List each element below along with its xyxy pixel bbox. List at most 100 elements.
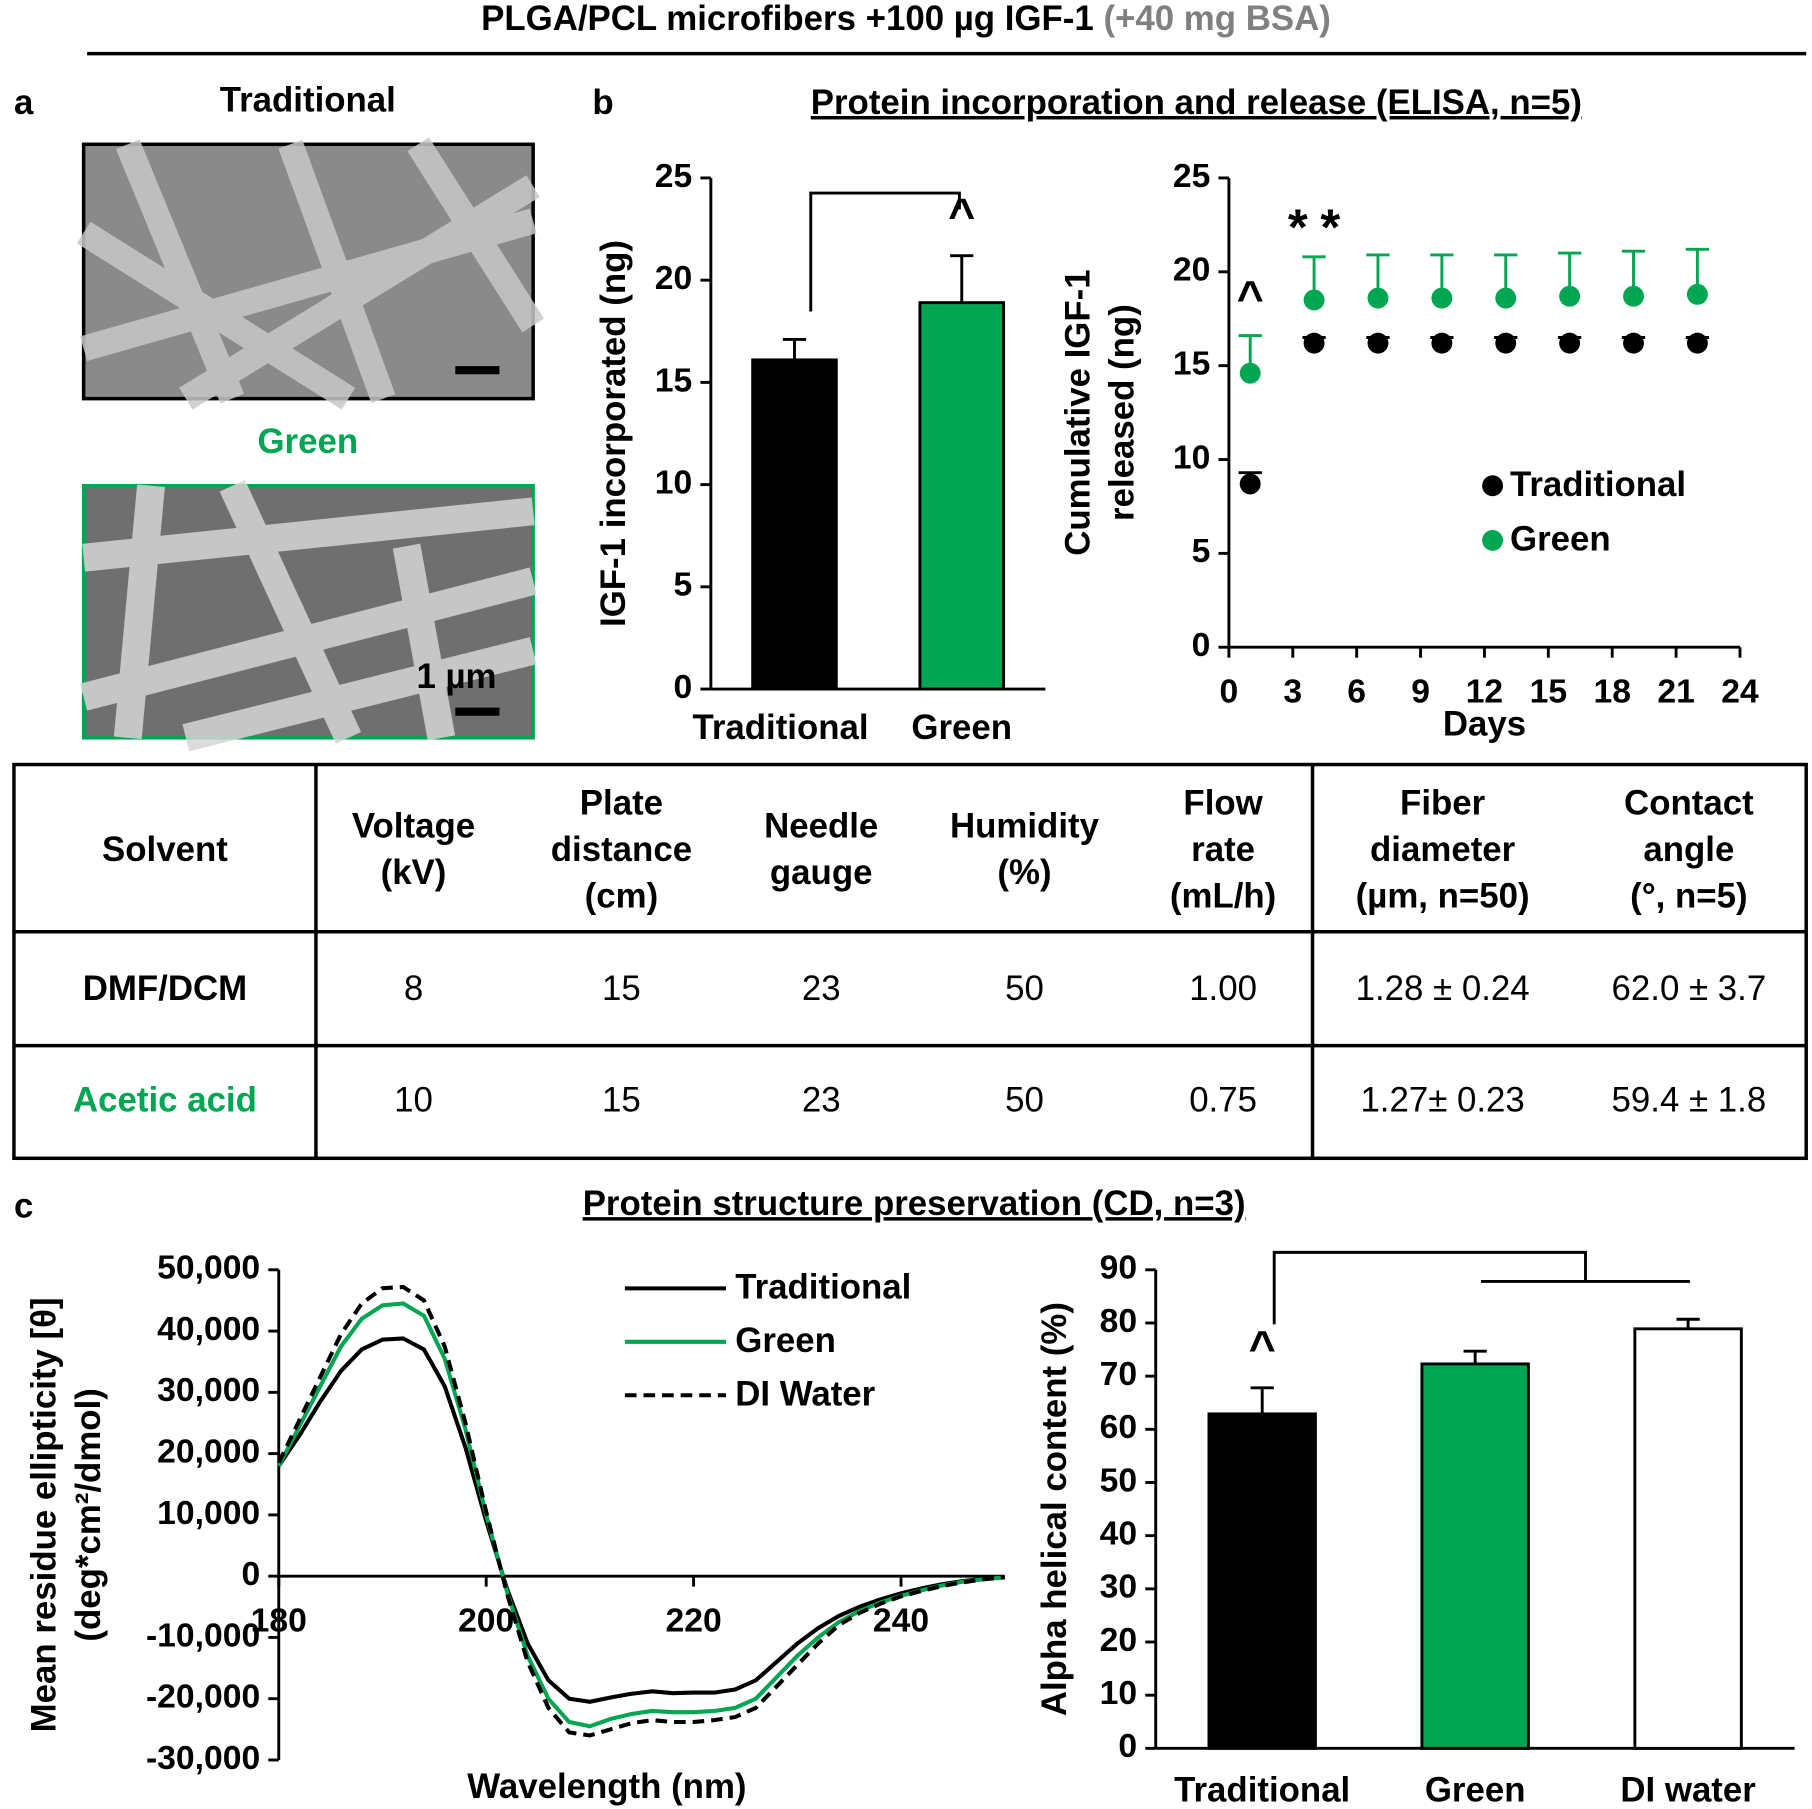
y-tick-label: 0 [1118,1728,1137,1765]
y-axis-label: (deg*cm²/dmol) [69,1388,108,1641]
y-tick-label: -20,000 [146,1679,260,1716]
table-header: Contact [1624,783,1754,822]
table-header: (mL/h) [1170,876,1276,915]
annotation: ^ [1237,271,1264,323]
y-tick-label: 10 [1173,439,1210,476]
panel-label: a [14,83,34,122]
legend-marker [1482,475,1504,497]
line [276,1284,1005,1738]
y-tick-label: 15 [1173,346,1210,383]
point [1686,332,1708,354]
table-cell: 50 [1005,969,1044,1008]
sem-image [76,137,544,410]
point [1559,332,1581,354]
annotation: * [1288,199,1308,256]
y-tick-label: 20,000 [157,1434,260,1471]
section-title: Protein incorporation and release (ELISA… [811,83,1582,122]
scale-bar-label: 1 µm [416,657,496,696]
point [1303,332,1325,354]
table-cell: 50 [1005,1081,1044,1120]
table-header: (cm) [585,876,659,915]
table-cell: 23 [802,969,841,1008]
bar [1207,1412,1317,1750]
bar [1420,1362,1530,1750]
error-bar [1676,1317,1700,1329]
image-label: Traditional [220,81,396,120]
title-main: PLGA/PCL microfibers +100 µg IGF-1 [481,0,1094,38]
y-tick-label: 0 [241,1556,260,1593]
x-tick-label: 24 [1721,674,1759,711]
x-tick-label: 21 [1657,674,1694,711]
y-tick-label: 50,000 [157,1250,260,1287]
x-tick-label: Traditional [1174,1771,1350,1809]
table-cell: 15 [602,969,641,1008]
point [1431,332,1453,354]
table-header: Flow [1183,783,1263,822]
y-tick-label: 10,000 [157,1495,260,1532]
legend-marker [1482,529,1504,551]
error-bar [1250,1386,1274,1414]
y-axis-label: released (ng) [1103,304,1142,521]
y-tick-label: -10,000 [146,1617,260,1654]
y-tick-label: 10 [1100,1675,1137,1712]
y-tick-label: 0 [674,669,693,706]
row-header: DMF/DCM [83,969,247,1008]
table-cell: 0.75 [1189,1081,1257,1120]
x-tick-label: 18 [1593,674,1630,711]
x-tick-label: 180 [251,1603,307,1640]
panel-label: c [14,1186,33,1225]
x-tick-label: Green [1425,1771,1526,1809]
table-cell: 8 [404,969,423,1008]
title-note: (+40 mg BSA) [1103,0,1330,38]
table-cell: 1.00 [1189,969,1257,1008]
table-header: (µm, n=50) [1356,876,1530,915]
table-cell: 1.27± 0.23 [1360,1081,1524,1120]
y-tick-label: 60 [1100,1409,1137,1446]
table-header: distance [551,830,692,869]
row-header: Acetic acid [73,1081,257,1120]
error-bar [782,338,807,360]
y-tick-label: 80 [1100,1303,1137,1340]
x-axis-label: Wavelength (nm) [467,1767,746,1806]
bar [751,358,838,691]
x-tick-label: 240 [873,1603,929,1640]
x-tick-label: DI water [1620,1771,1756,1809]
point [1623,285,1644,307]
sem-image: 1 µm [80,479,537,752]
image-label: Green [257,422,358,461]
annotation: ^ [948,189,975,241]
table-header: (%) [997,853,1051,892]
point [1495,332,1517,354]
table-cell: 1.28 ± 0.24 [1356,969,1530,1008]
y-tick-label: 30 [1100,1569,1137,1606]
table [12,762,1808,1161]
table-cell: 15 [602,1081,641,1120]
y-axis-label: Alpha helical content (%) [1035,1302,1074,1716]
y-tick-label: 40 [1100,1516,1137,1553]
x-tick-label: 3 [1283,674,1302,711]
y-tick-label: 90 [1100,1250,1137,1287]
y-tick-label: 50 [1100,1462,1137,1499]
y-axis-label: IGF-1 incorporated (ng) [594,240,633,627]
point [1303,289,1325,311]
x-tick-label: 0 [1220,674,1239,711]
annotation: ^ [1249,1321,1276,1373]
y-tick-label: 15 [655,362,692,399]
point [1623,332,1644,354]
error-bar [950,254,974,303]
point [1239,362,1261,384]
y-axis-label: Cumulative IGF-1 [1058,269,1097,555]
x-tick-label: 15 [1530,674,1567,711]
bar [1633,1327,1743,1750]
y-tick-label: 40,000 [157,1311,260,1348]
x-tick-label: 12 [1466,674,1503,711]
point [1239,473,1261,495]
point [1686,283,1708,305]
y-tick-label: 20 [655,260,692,297]
table-header: angle [1643,830,1734,869]
bracket [809,191,1691,1325]
panel-label: b [592,83,613,122]
annotation: * [1320,199,1340,256]
legend-label: Green [735,1321,836,1360]
